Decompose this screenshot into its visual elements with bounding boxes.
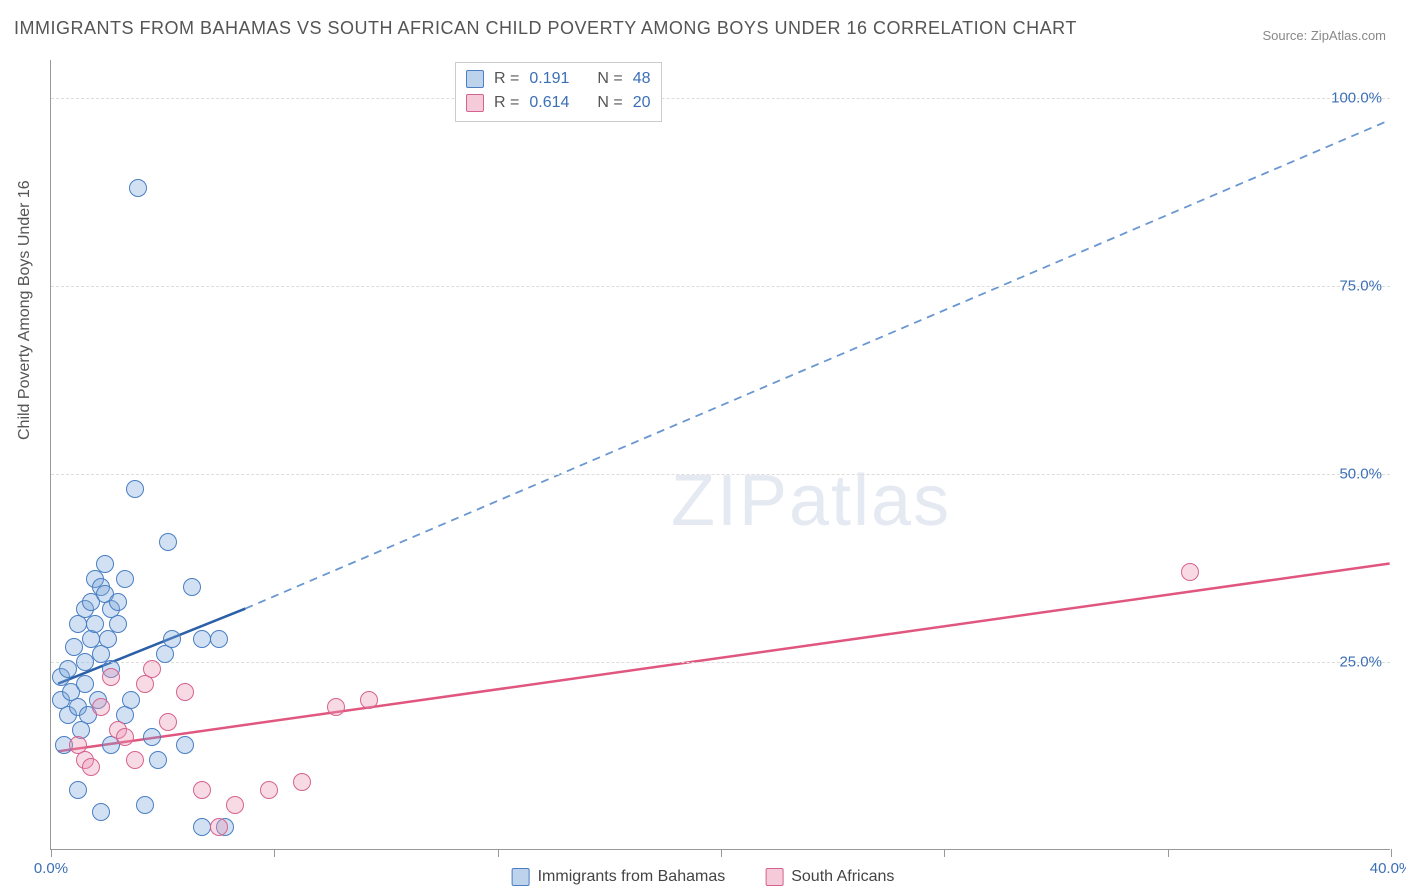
scatter-point xyxy=(126,480,144,498)
scatter-point xyxy=(226,796,244,814)
scatter-point xyxy=(159,713,177,731)
stats-row: R = 0.614 N = 20 xyxy=(466,91,651,115)
scatter-point xyxy=(293,773,311,791)
stats-r-value: 0.191 xyxy=(529,67,569,91)
scatter-point xyxy=(193,781,211,799)
stats-n-label: N = xyxy=(597,67,622,91)
y-tick-label: 75.0% xyxy=(1339,277,1382,294)
scatter-point xyxy=(176,683,194,701)
trend-line xyxy=(245,120,1389,608)
scatter-point xyxy=(92,698,110,716)
scatter-point xyxy=(92,803,110,821)
gridline xyxy=(51,474,1390,475)
scatter-point xyxy=(360,691,378,709)
stats-n-value: 48 xyxy=(633,67,651,91)
stats-r-value: 0.614 xyxy=(529,91,569,115)
x-tick xyxy=(498,849,499,857)
legend-swatch xyxy=(512,868,530,886)
x-tick-label: 0.0% xyxy=(34,860,68,877)
plot-area: ZIPatlas 25.0%50.0%75.0%100.0%0.0%40.0% xyxy=(50,60,1390,850)
gridline xyxy=(51,662,1390,663)
scatter-point xyxy=(149,751,167,769)
scatter-point xyxy=(143,728,161,746)
scatter-point xyxy=(109,593,127,611)
x-tick xyxy=(1391,849,1392,857)
scatter-point xyxy=(1181,563,1199,581)
stats-swatch xyxy=(466,94,484,112)
trend-lines-layer xyxy=(51,60,1390,849)
scatter-point xyxy=(163,630,181,648)
scatter-point xyxy=(99,630,117,648)
scatter-point xyxy=(116,728,134,746)
y-axis-label: Child Poverty Among Boys Under 16 xyxy=(16,180,34,440)
scatter-point xyxy=(176,736,194,754)
stats-r-label: R = xyxy=(494,67,519,91)
scatter-point xyxy=(86,615,104,633)
gridline xyxy=(51,98,1390,99)
stats-n-value: 20 xyxy=(633,91,651,115)
scatter-point xyxy=(193,630,211,648)
legend-item: South Africans xyxy=(765,868,894,886)
stats-row: R = 0.191 N = 48 xyxy=(466,67,651,91)
x-tick xyxy=(1168,849,1169,857)
scatter-point xyxy=(76,675,94,693)
watermark: ZIPatlas xyxy=(671,460,951,542)
scatter-point xyxy=(116,570,134,588)
stats-box: R = 0.191 N = 48 R = 0.614 N = 20 xyxy=(455,62,662,122)
legend-swatch xyxy=(765,868,783,886)
scatter-point xyxy=(193,818,211,836)
x-tick xyxy=(721,849,722,857)
scatter-point xyxy=(126,751,144,769)
chart-title: IMMIGRANTS FROM BAHAMAS VS SOUTH AFRICAN… xyxy=(14,18,1077,39)
y-tick-label: 50.0% xyxy=(1339,465,1382,482)
stats-swatch xyxy=(466,70,484,88)
legend-label: South Africans xyxy=(791,868,894,886)
y-tick-label: 100.0% xyxy=(1331,89,1382,106)
stats-r-label: R = xyxy=(494,91,519,115)
scatter-point xyxy=(143,660,161,678)
legend: Immigrants from Bahamas South Africans xyxy=(512,868,895,886)
scatter-point xyxy=(122,691,140,709)
scatter-point xyxy=(82,758,100,776)
scatter-point xyxy=(76,653,94,671)
scatter-point xyxy=(260,781,278,799)
x-tick xyxy=(274,849,275,857)
y-tick-label: 25.0% xyxy=(1339,653,1382,670)
scatter-point xyxy=(96,555,114,573)
scatter-point xyxy=(102,668,120,686)
x-tick xyxy=(944,849,945,857)
x-tick-label: 40.0% xyxy=(1370,860,1406,877)
legend-label: Immigrants from Bahamas xyxy=(538,868,726,886)
scatter-point xyxy=(59,660,77,678)
x-tick xyxy=(51,849,52,857)
scatter-point xyxy=(136,796,154,814)
scatter-point xyxy=(129,179,147,197)
scatter-point xyxy=(69,781,87,799)
scatter-point xyxy=(183,578,201,596)
scatter-point xyxy=(210,630,228,648)
gridline xyxy=(51,286,1390,287)
stats-n-label: N = xyxy=(597,91,622,115)
trend-line xyxy=(58,563,1390,751)
source-label: Source: ZipAtlas.com xyxy=(1262,28,1386,43)
legend-item: Immigrants from Bahamas xyxy=(512,868,726,886)
scatter-point xyxy=(327,698,345,716)
scatter-point xyxy=(159,533,177,551)
scatter-point xyxy=(210,818,228,836)
